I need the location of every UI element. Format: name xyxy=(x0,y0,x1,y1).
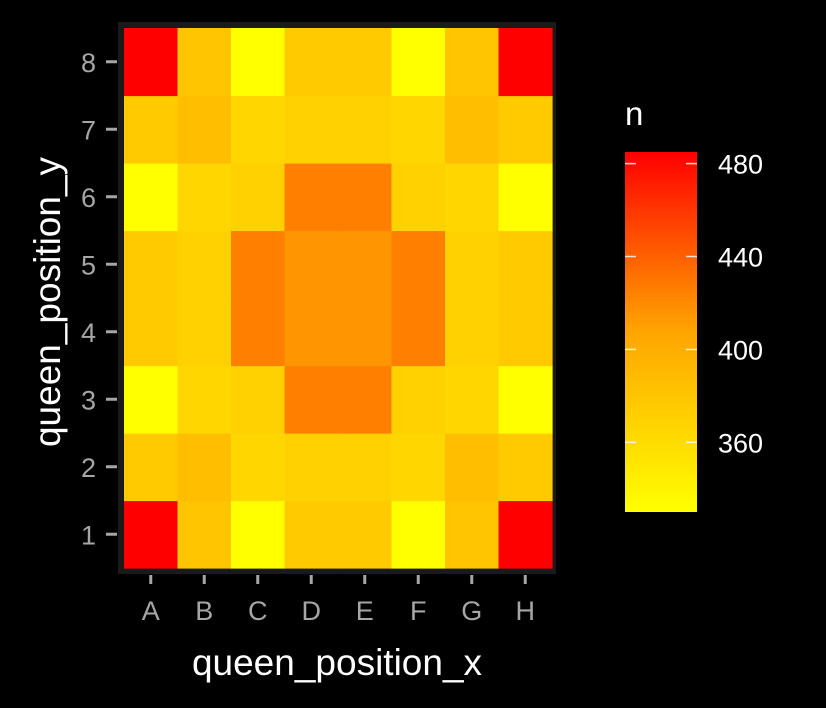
heatmap-cell-B1 xyxy=(177,500,232,569)
y-tick-label: 6 xyxy=(81,183,96,213)
heatmap-cell-B7 xyxy=(177,95,232,164)
legend-tick-label: 480 xyxy=(718,150,763,180)
heatmap-cell-A5 xyxy=(124,230,179,299)
heatmap-cell-D7 xyxy=(284,95,339,164)
heatmap-cell-H3 xyxy=(498,365,553,434)
heatmap-cell-B4 xyxy=(177,298,232,367)
legend-tick-label: 360 xyxy=(718,428,763,458)
heatmap-cell-E8 xyxy=(338,28,393,97)
heatmap-cell-D8 xyxy=(284,28,339,97)
x-tick-label: D xyxy=(302,596,322,626)
heatmap-cell-D3 xyxy=(284,365,339,434)
heatmap-cell-B8 xyxy=(177,28,232,97)
heatmap-cell-C2 xyxy=(231,433,286,502)
heatmap-cell-G1 xyxy=(445,500,500,569)
x-tick-label: H xyxy=(516,596,536,626)
heatmap-cell-B3 xyxy=(177,365,232,434)
heatmap-cell-D6 xyxy=(284,163,339,232)
heatmap-cell-F1 xyxy=(391,500,446,569)
legend-ticks: 360 400 440 480 xyxy=(625,150,763,458)
y-tick-label: 3 xyxy=(81,385,96,415)
heatmap-cell-F3 xyxy=(391,365,446,434)
x-axis: A B C D E F G H xyxy=(142,575,535,626)
heatmap-cell-D4 xyxy=(284,298,339,367)
x-tick-label: A xyxy=(142,596,160,626)
heatmap-cell-E1 xyxy=(338,500,393,569)
y-tick-label: 5 xyxy=(81,250,96,280)
heatmap-cell-A3 xyxy=(124,365,179,434)
heatmap-cell-F8 xyxy=(391,28,446,97)
heatmap-cell-C3 xyxy=(231,365,286,434)
y-tick-label: 2 xyxy=(81,453,96,483)
heatmap-cell-A7 xyxy=(124,95,179,164)
x-axis-title: queen_position_x xyxy=(192,642,483,683)
heatmap-cell-G4 xyxy=(445,298,500,367)
heatmap-cell-F5 xyxy=(391,230,446,299)
heatmap-cell-G3 xyxy=(445,365,500,434)
heatmap-cell-B5 xyxy=(177,230,232,299)
heatmap-cell-E7 xyxy=(338,95,393,164)
heatmap-cell-C8 xyxy=(231,28,286,97)
heatmap-cell-H6 xyxy=(498,163,553,232)
heatmap-cell-G5 xyxy=(445,230,500,299)
y-tick-label: 1 xyxy=(81,520,96,550)
heatmap-cell-H2 xyxy=(498,433,553,502)
legend-colorbar xyxy=(625,152,697,512)
heatmap-cell-G7 xyxy=(445,95,500,164)
heatmap-cell-A2 xyxy=(124,433,179,502)
heatmap-cell-H1 xyxy=(498,500,553,569)
heatmap-cell-H4 xyxy=(498,298,553,367)
heatmap-cell-C7 xyxy=(231,95,286,164)
x-tick-label: F xyxy=(410,596,427,626)
heatmap-cell-B2 xyxy=(177,433,232,502)
heatmap-cell-H8 xyxy=(498,28,553,97)
heatmap-cell-F7 xyxy=(391,95,446,164)
y-tick-label: 7 xyxy=(81,115,96,145)
heatmap-cell-G6 xyxy=(445,163,500,232)
heatmap-cell-D1 xyxy=(284,500,339,569)
heatmap-cell-A8 xyxy=(124,28,179,97)
heatmap-cell-H7 xyxy=(498,95,553,164)
legend-title: n xyxy=(625,95,643,132)
heatmap-cells xyxy=(124,28,553,569)
legend-tick-label: 440 xyxy=(718,243,763,273)
heatmap-cell-C4 xyxy=(231,298,286,367)
heatmap-cell-C6 xyxy=(231,163,286,232)
heatmap-cell-D2 xyxy=(284,433,339,502)
heatmap-cell-A6 xyxy=(124,163,179,232)
heatmap-cell-A4 xyxy=(124,298,179,367)
y-tick-label: 8 xyxy=(81,48,96,78)
legend: n 360 400 440 480 xyxy=(625,95,763,512)
y-axis-title: queen_position_y xyxy=(27,156,68,447)
heatmap-cell-E4 xyxy=(338,298,393,367)
x-tick-label: C xyxy=(248,596,268,626)
heatmap-cell-C1 xyxy=(231,500,286,569)
heatmap-cell-B6 xyxy=(177,163,232,232)
y-axis: 1 2 3 4 5 6 7 8 xyxy=(81,48,117,550)
heatmap-cell-F2 xyxy=(391,433,446,502)
heatmap-cell-H5 xyxy=(498,230,553,299)
heatmap-cell-G8 xyxy=(445,28,500,97)
legend-tick-label: 400 xyxy=(718,335,763,365)
heatmap-cell-E5 xyxy=(338,230,393,299)
heatmap-cell-A1 xyxy=(124,500,179,569)
heatmap-cell-F6 xyxy=(391,163,446,232)
heatmap-cell-D5 xyxy=(284,230,339,299)
x-tick-label: E xyxy=(356,596,374,626)
heatmap-cell-E3 xyxy=(338,365,393,434)
heatmap-cell-C5 xyxy=(231,230,286,299)
y-tick-label: 4 xyxy=(81,318,96,348)
heatmap-cell-E6 xyxy=(338,163,393,232)
x-tick-label: B xyxy=(195,596,213,626)
heatmap-cell-G2 xyxy=(445,433,500,502)
x-tick-label: G xyxy=(461,596,482,626)
heatmap-cell-F4 xyxy=(391,298,446,367)
heatmap-cell-E2 xyxy=(338,433,393,502)
